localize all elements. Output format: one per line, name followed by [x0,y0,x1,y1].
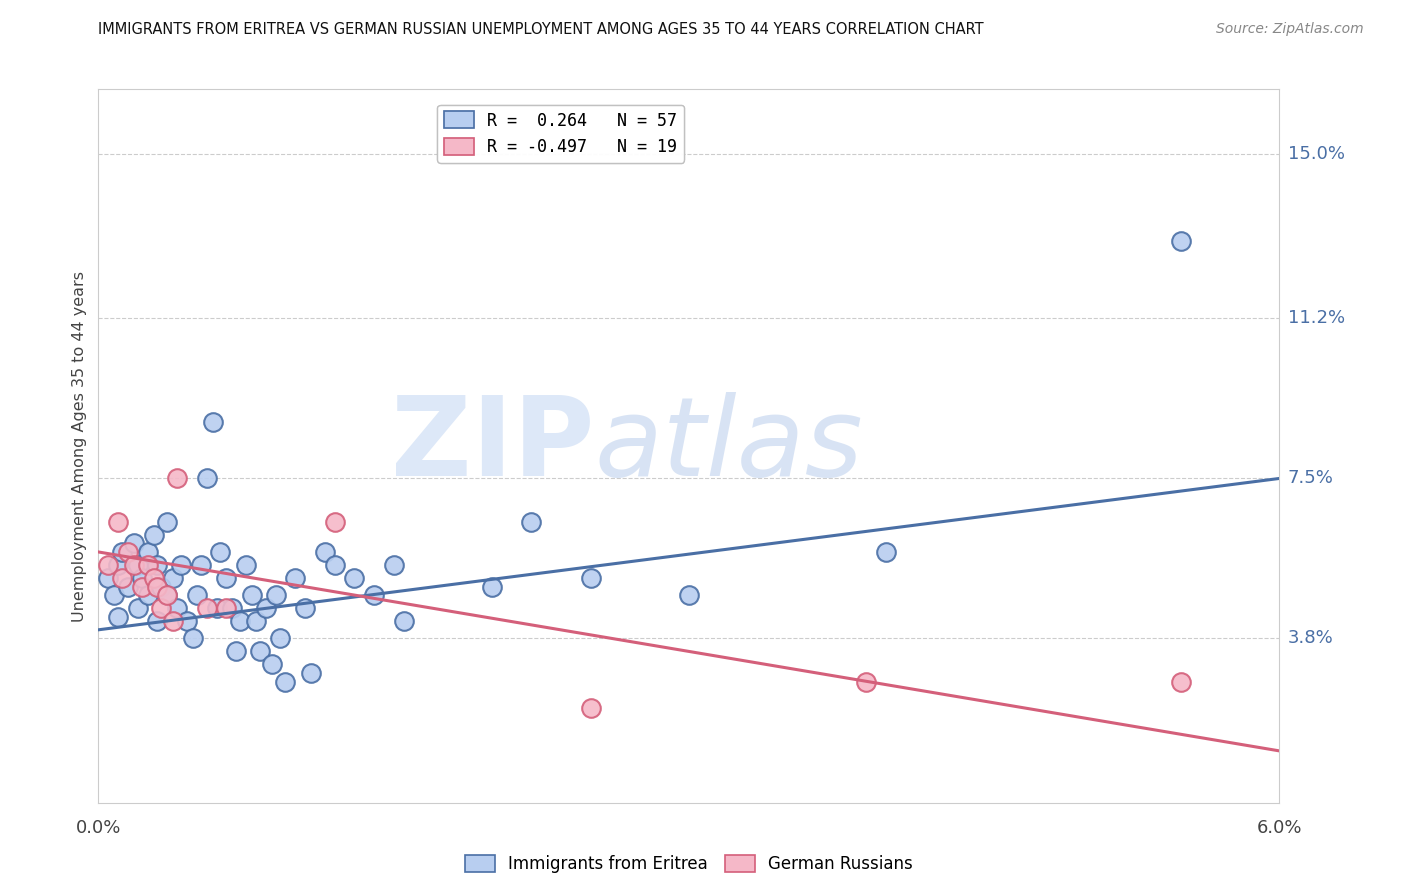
Point [150,580,173,594]
Legend: R =  0.264   N = 57, R = -0.497   N = 19: R = 0.264 N = 57, R = -0.497 N = 19 [437,104,685,162]
Point [136,558,159,572]
Point [162,614,184,628]
Point [131,580,153,594]
Point [176,614,198,628]
Point [127,601,149,615]
Point [229,614,252,628]
Point [156,588,179,602]
Point [122,558,145,572]
Point [156,588,179,602]
Point [269,632,291,646]
Point [146,580,169,594]
Point [343,571,366,585]
Point [215,571,238,585]
Point [190,558,212,572]
Point [392,614,415,628]
Point [240,588,263,602]
Point [254,601,277,615]
Point [166,471,188,485]
Point [111,571,134,585]
Text: 3.8%: 3.8% [1288,630,1333,648]
Point [579,571,602,585]
Text: ZIP: ZIP [391,392,595,500]
Point [117,580,139,594]
Point [142,571,165,585]
Point [245,614,267,628]
Point [294,601,316,615]
Point [875,545,897,559]
Point [131,571,153,585]
Point [205,601,228,615]
Point [284,571,307,585]
Point [146,614,169,628]
Point [201,415,224,429]
Text: 11.2%: 11.2% [1288,310,1346,327]
Text: 15.0%: 15.0% [1288,145,1344,163]
Point [103,588,125,602]
Point [579,700,602,714]
Point [323,558,346,572]
Point [363,588,385,602]
Point [678,588,700,602]
Point [122,536,145,550]
Y-axis label: Unemployment Among Ages 35 to 44 years: Unemployment Among Ages 35 to 44 years [72,270,87,622]
Point [107,610,129,624]
Point [1170,674,1192,689]
Point [209,545,232,559]
Point [97,558,120,572]
Point [127,558,149,572]
Point [162,571,184,585]
Point [382,558,405,572]
Point [136,545,159,559]
Point [215,601,238,615]
Point [111,545,134,559]
Point [314,545,336,559]
Text: atlas: atlas [595,392,863,500]
Text: IMMIGRANTS FROM ERITREA VS GERMAN RUSSIAN UNEMPLOYMENT AMONG AGES 35 TO 44 YEARS: IMMIGRANTS FROM ERITREA VS GERMAN RUSSIA… [98,22,984,37]
Point [264,588,287,602]
Point [156,515,179,529]
Point [855,674,877,689]
Text: 6.0%: 6.0% [1257,820,1302,838]
Text: 7.5%: 7.5% [1288,469,1334,487]
Point [225,644,247,658]
Point [107,515,129,529]
Point [235,558,257,572]
Point [146,558,169,572]
Point [221,601,243,615]
Point [97,571,120,585]
Point [1170,234,1192,248]
Point [323,515,346,529]
Point [181,632,204,646]
Point [117,545,139,559]
Point [520,515,543,529]
Point [481,580,503,594]
Point [136,588,159,602]
Point [166,601,188,615]
Text: Source: ZipAtlas.com: Source: ZipAtlas.com [1216,22,1364,37]
Point [195,471,218,485]
Point [260,657,283,672]
Text: 0.0%: 0.0% [76,820,121,838]
Point [150,601,173,615]
Point [299,666,322,681]
Point [186,588,208,602]
Point [170,558,193,572]
Point [142,527,165,541]
Point [195,601,218,615]
Point [249,644,271,658]
Point [274,674,297,689]
Point [107,558,129,572]
